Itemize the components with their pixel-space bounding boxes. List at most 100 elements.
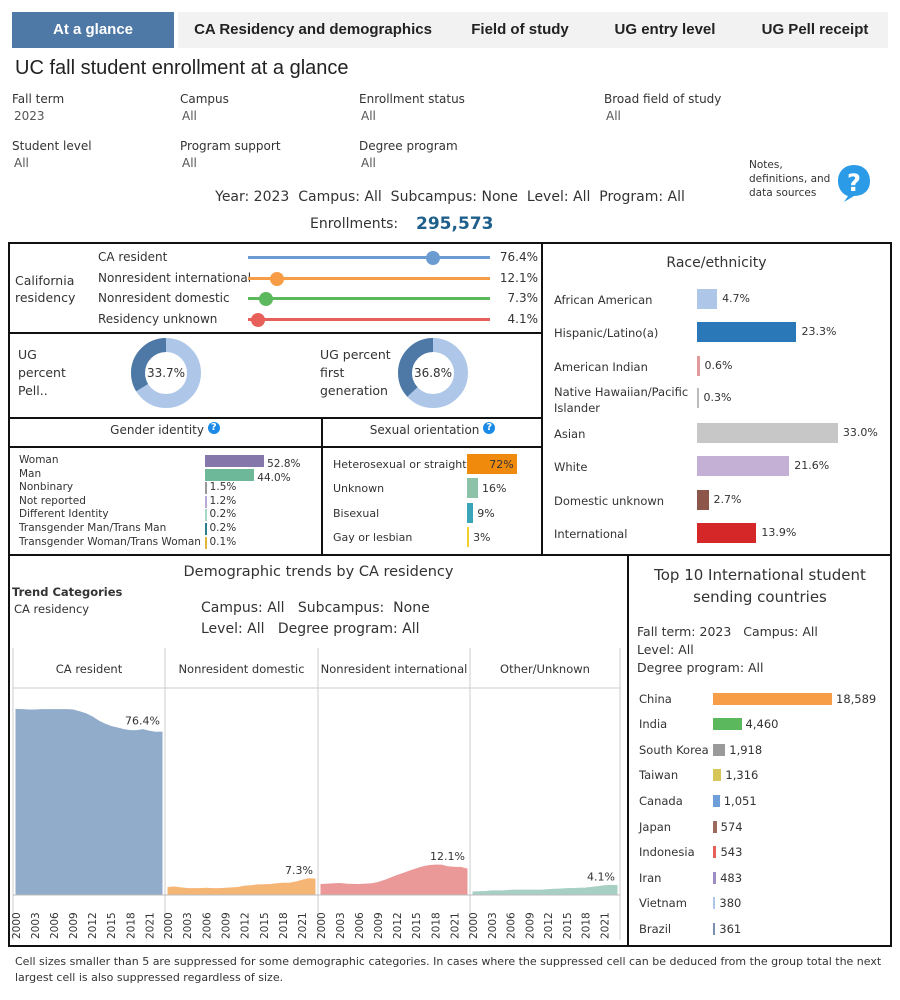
race-bar <box>697 388 699 408</box>
trend-tick-label: 2003 <box>182 912 194 939</box>
help-icon[interactable]: ? <box>483 422 496 434</box>
race-bar <box>697 456 790 476</box>
race-value: 21.6% <box>794 459 830 472</box>
gender-label: Man <box>19 467 42 480</box>
page-title: UC fall student enrollment at a glance <box>15 57 349 79</box>
donut-value: 36.8% <box>413 366 453 380</box>
trend-tick-label: 2000 <box>163 912 175 939</box>
filter-value: All <box>361 109 376 123</box>
trend-tick-label: 2018 <box>430 912 442 939</box>
residency-dot[interactable] <box>270 271 285 286</box>
race-value: 0.6% <box>704 359 733 372</box>
summary-line: Year: 2023 Campus: All Subcampus: None L… <box>215 189 685 205</box>
countries-subtitle-3: Degree program: All <box>637 660 764 675</box>
countries-panel <box>627 554 892 947</box>
sexual-bar <box>467 502 474 523</box>
country-bar <box>713 769 722 781</box>
trend-tick-label: 2021 <box>144 912 156 939</box>
divider <box>8 446 543 448</box>
divider <box>8 417 543 419</box>
trend-end-label: 7.3% <box>285 864 313 877</box>
trend-categories-select[interactable]: CA residency <box>14 602 90 616</box>
notes-link[interactable]: Notes, definitions, and data sources <box>749 159 831 199</box>
help-icon[interactable]: ? <box>207 422 220 434</box>
sexual-title: Sexual orientation <box>369 423 480 437</box>
filter-student-level[interactable]: Student level All <box>12 139 92 170</box>
residency-label: Nonresident international <box>98 270 252 285</box>
help-bubble-icon[interactable]: ? <box>836 163 872 203</box>
gender-bar <box>205 455 265 467</box>
race-title: Race/ethnicity <box>666 255 767 271</box>
donut-label: UG percent first generation <box>320 347 391 398</box>
trend-tick-label: 2021 <box>599 912 611 939</box>
donut-value: 33.7% <box>146 366 186 380</box>
filter-label: Student level <box>12 139 92 153</box>
gender-value: 1.2% <box>209 494 237 507</box>
residency-dot[interactable] <box>425 251 440 265</box>
country-label: India <box>639 717 668 731</box>
sexual-value: 72% <box>489 458 514 471</box>
country-bar <box>713 795 720 807</box>
trends-subtitle-2: Level: All Degree program: All <box>201 621 420 637</box>
country-value: 1,918 <box>729 743 763 757</box>
residency-label: CA resident <box>98 250 168 264</box>
residency-dot[interactable] <box>258 292 273 306</box>
gender-value: 44.0% <box>257 471 291 484</box>
race-value: 0.3% <box>703 391 732 404</box>
race-label: Hispanic/Latino(a) <box>554 326 659 340</box>
country-value: 18,589 <box>836 692 877 706</box>
race-bar <box>697 322 797 342</box>
filter-program-support[interactable]: Program support All <box>180 139 281 170</box>
filter-value: 2023 <box>14 109 45 123</box>
country-value: 380 <box>719 896 742 910</box>
divider <box>8 332 543 334</box>
countries-subtitle-2: Level: All <box>637 642 694 657</box>
trend-tick-label: 2000 <box>11 912 23 939</box>
residency-dot[interactable] <box>250 312 265 327</box>
tab-field-of-study[interactable]: Field of study <box>471 21 569 38</box>
filter-fall-term[interactable]: Fall term 2023 <box>12 92 64 123</box>
trend-tick-label: 2003 <box>487 912 499 939</box>
residency-line <box>248 256 490 259</box>
donut-filled <box>131 338 201 408</box>
country-label: Indonesia <box>639 845 695 859</box>
gender-label: Different Identity <box>19 508 109 521</box>
residency-value: 76.4% <box>499 250 538 264</box>
gender-value: 52.8% <box>267 458 301 470</box>
tab-ug-pell-receipt[interactable]: UG Pell receipt <box>761 21 869 38</box>
gender-label: Not reported <box>19 494 86 507</box>
residency-label: Residency unknown <box>98 311 218 326</box>
race-bar <box>697 523 757 543</box>
race-bar <box>697 289 718 309</box>
filter-degree-program[interactable]: Degree program All <box>359 139 458 170</box>
tab-bar <box>178 12 888 48</box>
sexual-header: Sexual orientation ? <box>324 422 541 437</box>
filter-enrollment-status[interactable]: Enrollment status All <box>359 92 465 123</box>
trend-tick-label: 2009 <box>68 912 80 939</box>
filter-label: Program support <box>180 139 281 153</box>
filter-campus[interactable]: Campus All <box>180 92 229 123</box>
country-label: Canada <box>639 794 683 808</box>
country-bar <box>713 693 832 705</box>
gender-label: Nonbinary <box>19 481 74 494</box>
trend-tick-label: 2003 <box>335 912 347 939</box>
country-label: South Korea <box>639 743 709 757</box>
tab-ca-residency[interactable]: CA Residency and demographics <box>194 21 432 38</box>
trend-tick-label: 2009 <box>221 912 233 939</box>
footer-note: Cell sizes smaller than 5 are suppressed… <box>15 955 882 984</box>
trend-tick-label: 2006 <box>49 912 61 939</box>
sexual-label: Unknown <box>333 482 385 496</box>
race-label: American Indian <box>554 360 648 374</box>
filter-label: Enrollment status <box>359 92 465 106</box>
sexual-value: 3% <box>473 530 491 544</box>
filter-broad-field[interactable]: Broad field of study All <box>604 92 721 123</box>
trend-tick-label: 2015 <box>259 912 271 939</box>
divider <box>321 417 323 556</box>
trend-panel-header: Nonresident domestic <box>178 662 304 676</box>
tab-at-a-glance[interactable]: At a glance <box>12 12 174 48</box>
tab-ug-entry-level[interactable]: UG entry level <box>614 21 716 38</box>
trends-subtitle-1: Campus: All Subcampus: None <box>201 600 430 616</box>
country-bar <box>713 923 716 935</box>
filter-label: Campus <box>180 92 229 106</box>
trend-tick-label: 2000 <box>316 912 328 939</box>
